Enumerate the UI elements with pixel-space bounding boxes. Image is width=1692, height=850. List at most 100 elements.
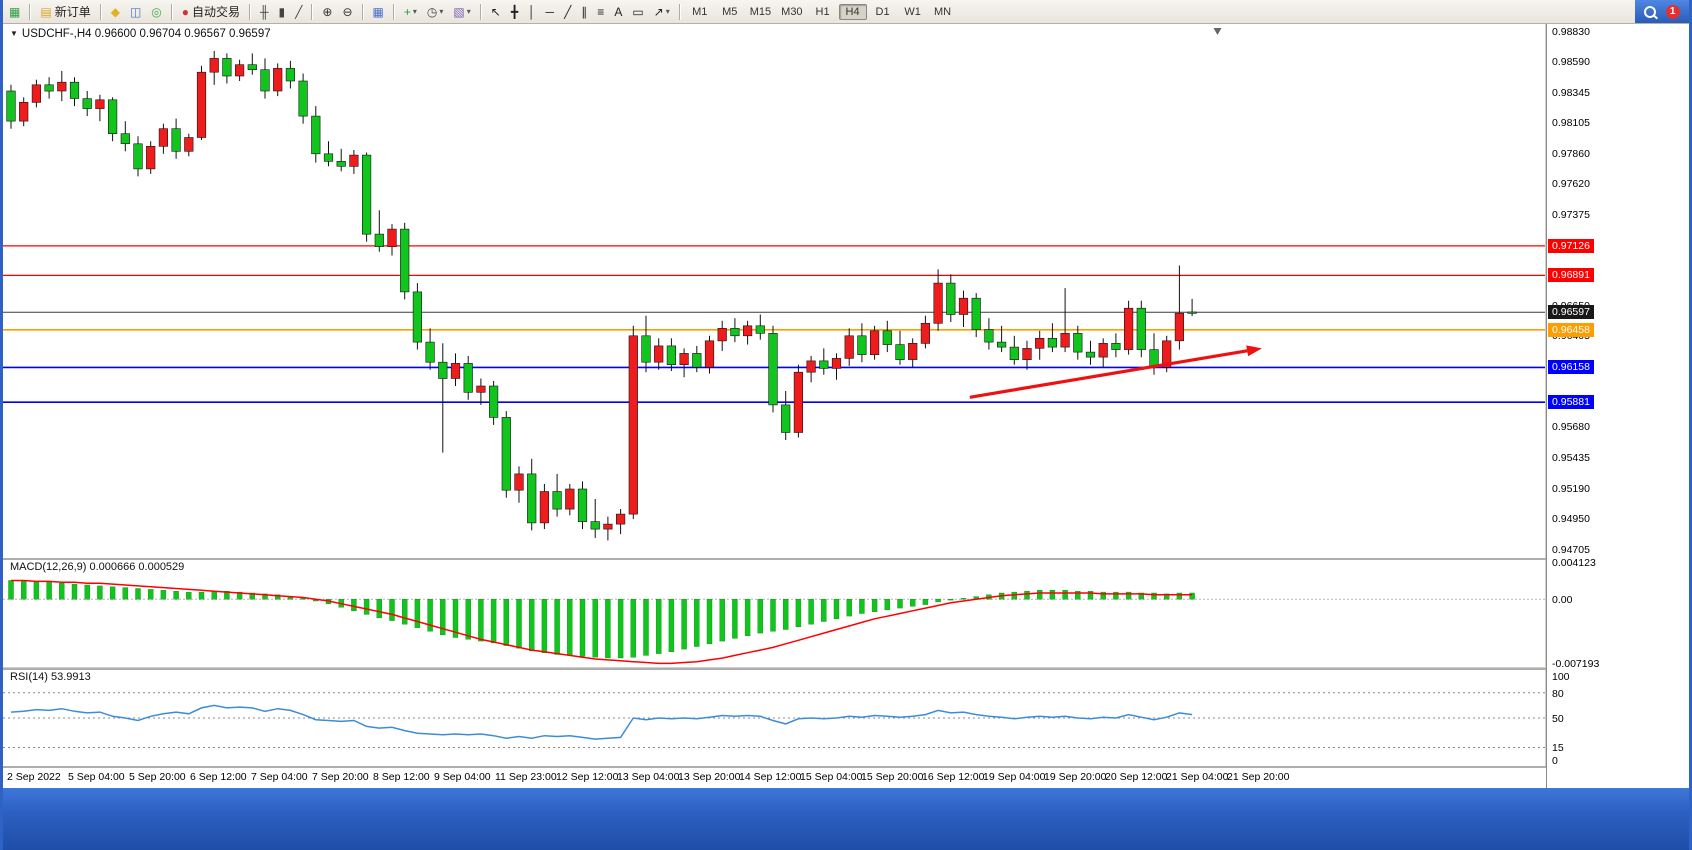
candlestick-chart-button-icon: ▮ (278, 4, 286, 19)
arrows-button[interactable]: ↗ ▾ (650, 2, 674, 22)
vertical-line-button-icon: │ (528, 4, 536, 19)
new-chart-button-icon: ▦ (9, 4, 21, 19)
toolbar-separator (678, 3, 681, 20)
window-bottom-frame (0, 788, 1692, 850)
tab-timeframe-mn[interactable]: MN (934, 5, 952, 18)
toolbar-separator (29, 3, 32, 20)
line-chart-button-icon: ╱ (295, 4, 303, 19)
strategy-tester-button-icon: ◎ (151, 4, 162, 19)
time-axis-label: 20 Sep 12:00 (1105, 771, 1168, 783)
strategy-tester-button[interactable]: ◎ (147, 2, 165, 22)
data-window-button-icon: ◫ (129, 4, 142, 19)
chart-collapse-icon[interactable]: ▼ (10, 29, 18, 38)
price-tick-label: 0.98105 (1552, 117, 1590, 130)
chart-title: ▼ USDCHF-,H4 0.96600 0.96704 0.96567 0.96… (10, 28, 271, 40)
time-axis-label: 13 Sep 20:00 (678, 771, 741, 783)
text-button[interactable]: A (610, 2, 626, 22)
cursor-button[interactable]: ↖ (487, 2, 505, 22)
chart-title-text: USDCHF-,H4 0.96600 0.96704 0.96567 0.965… (21, 28, 271, 40)
fibonacci-button-icon: ≡ (597, 4, 605, 19)
line-chart-button[interactable]: ╱ (291, 2, 306, 22)
tab-timeframe-w1[interactable]: W1 (904, 5, 921, 18)
time-axis-label: 21 Sep 20:00 (1227, 771, 1290, 783)
trendline-button[interactable]: ╱ (560, 2, 575, 22)
crosshair-button-icon: ╋ (510, 4, 519, 19)
new-order-button[interactable]: ▤ 新订单 (36, 2, 94, 22)
time-axis-label: 21 Sep 04:00 (1166, 771, 1229, 783)
search-icon[interactable] (1644, 5, 1657, 18)
time-axis-label: 7 Sep 20:00 (312, 771, 369, 783)
macd-label: MACD(12,26,9) 0.000666 0.000529 (10, 561, 185, 573)
channel-button[interactable]: ∥ (577, 2, 591, 22)
fibonacci-button[interactable]: ≡ (593, 2, 608, 22)
tab-timeframe-m1[interactable]: M1 (692, 5, 708, 18)
notification-badge[interactable]: 1 (1665, 4, 1680, 19)
new-order-button-label: 新订单 (54, 5, 91, 19)
time-axis[interactable]: 2 Sep 2022 5 Sep 04:00 5 Sep 20:00 6 Sep 12… (3, 768, 1546, 788)
indicators-button-caret[interactable]: ▾ (412, 7, 417, 16)
time-axis-separator (3, 766, 1689, 768)
arrows-button-caret[interactable]: ▾ (665, 7, 670, 16)
periods-button[interactable]: ◷ ▾ (423, 2, 448, 22)
main-chart-canvas[interactable] (3, 24, 1545, 558)
periods-button-icon: ◷ (426, 4, 438, 19)
time-axis-label: 9 Sep 04:00 (434, 771, 491, 783)
price-level-badge: 0.96597 (1548, 305, 1594, 320)
macd-canvas[interactable] (3, 560, 1545, 667)
time-axis-label: 12 Sep 12:00 (556, 771, 619, 783)
price-scale[interactable]: 0.98830 0.98590 0.98345 0.98105 0.97860 0.976… (1546, 24, 1690, 788)
label-button-icon: ▭ (632, 4, 644, 19)
indicators-button[interactable]: + ▾ (400, 2, 421, 22)
price-level-badge: 0.97126 (1548, 238, 1594, 253)
auto-trading-button-icon: ● (181, 4, 190, 19)
rsi-tick-label: 80 (1552, 687, 1564, 700)
template-button[interactable]: ▧ ▾ (449, 2, 474, 22)
periods-button-caret[interactable]: ▾ (439, 7, 444, 16)
price-tick-label: 0.98345 (1552, 86, 1590, 99)
tab-timeframe-m15[interactable]: M15 (749, 5, 772, 18)
metaeditor-button[interactable]: ◆ (107, 2, 124, 22)
toolbar-separator (170, 3, 173, 20)
toolbar-separator (249, 3, 252, 20)
new-chart-button[interactable]: ▦ (5, 2, 24, 22)
price-tick-label: 0.98590 (1552, 56, 1590, 69)
horizontal-line-button[interactable]: ─ (542, 2, 559, 22)
tab-timeframe-m30[interactable]: M30 (781, 5, 803, 18)
arrows-button-icon: ↗ (653, 4, 664, 19)
time-axis-label: 5 Sep 20:00 (129, 771, 186, 783)
rsi-canvas[interactable] (3, 670, 1545, 766)
tab-timeframe-d1[interactable]: D1 (875, 5, 890, 18)
zoom-out-button[interactable]: ⊖ (338, 2, 356, 22)
data-window-button[interactable]: ◫ (126, 2, 145, 22)
cursor-button-icon: ↖ (490, 4, 501, 19)
tab-timeframe-h1[interactable]: H1 (815, 5, 830, 18)
new-order-button-icon: ▤ (40, 4, 52, 19)
label-button[interactable]: ▭ (628, 2, 647, 22)
tab-timeframe-m5[interactable]: M5 (722, 5, 738, 18)
panel-splitter-rsi[interactable] (3, 668, 1689, 670)
tab-timeframe-h4[interactable]: H4 (838, 3, 867, 20)
template-button-caret[interactable]: ▾ (466, 7, 471, 16)
price-tick-label: 0.97375 (1552, 208, 1590, 221)
panel-splitter-macd[interactable] (3, 558, 1689, 560)
candlestick-chart-button[interactable]: ▮ (275, 2, 290, 22)
macd-tick-label: 0.00 (1552, 594, 1573, 607)
tile-windows-button[interactable]: ▦ (369, 2, 388, 22)
trendline-button-icon: ╱ (564, 4, 572, 19)
time-axis-label: 16 Sep 12:00 (922, 771, 985, 783)
zoom-in-button[interactable]: ⊕ (318, 2, 336, 22)
toolbar-separator (479, 3, 482, 20)
bar-chart-button[interactable]: ╫ (256, 2, 273, 22)
vertical-line-button[interactable]: │ (524, 2, 540, 22)
channel-button-icon: ∥ (581, 4, 588, 19)
toolbar: ▦ ▤ 新订单 ◆ ◫ ◎ ● 自动交易 ╫ ▮ ╱ ⊕ ⊖ ▦ + ▾ ◷ ▾ ▧ ▾ ↖ ╋ │ ─ ╱ ∥ ≡ A ▭ ↗ ▾ M1 M5… (0, 0, 1692, 24)
toolbar-button-groups: ▦ ▤ 新订单 ◆ ◫ ◎ ● 自动交易 ╫ ▮ ╱ ⊕ ⊖ ▦ + ▾ ◷ ▾ ▧ ▾ ↖ ╋ │ ─ ╱ ∥ ≡ A ▭ ↗ ▾ M1 M5… (4, 1, 958, 22)
auto-trading-button[interactable]: ● 自动交易 (178, 2, 244, 22)
metaeditor-button-icon: ◆ (110, 4, 120, 19)
macd-tick-label: 0.004123 (1552, 557, 1596, 570)
rsi-tick-label: 50 (1552, 713, 1564, 725)
zoom-in-button-icon: ⊕ (322, 4, 333, 19)
crosshair-button[interactable]: ╋ (507, 2, 522, 22)
price-level-badge: 0.96458 (1548, 322, 1594, 337)
